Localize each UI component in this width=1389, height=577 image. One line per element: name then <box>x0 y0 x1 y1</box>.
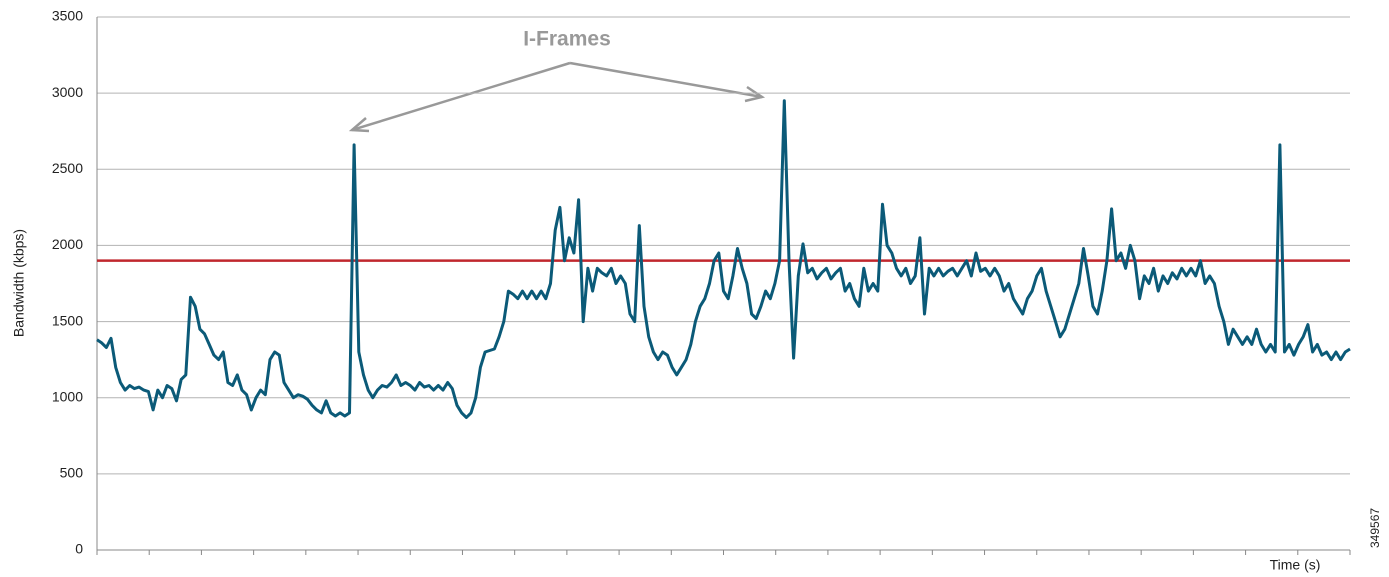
y-tick-label: 3000 <box>52 84 83 100</box>
y-tick-label: 2500 <box>52 160 83 176</box>
y-tick-label: 0 <box>75 541 83 557</box>
data-line <box>96 99 1351 419</box>
annotation: I-Frames <box>523 28 611 51</box>
y-tick-label: 1000 <box>52 388 83 404</box>
y-axis-label: Bandwidth (kbps) <box>11 229 27 337</box>
y-tick-label: 500 <box>60 465 84 481</box>
annotation-arrows <box>348 61 766 133</box>
y-tick-label: 1500 <box>52 312 83 328</box>
y-tick-label: 2000 <box>52 236 83 252</box>
y-tick-label: 3500 <box>52 8 83 24</box>
x-axis-label: Time (s) <box>1270 557 1321 573</box>
figure-id: 349567 <box>1368 508 1382 548</box>
